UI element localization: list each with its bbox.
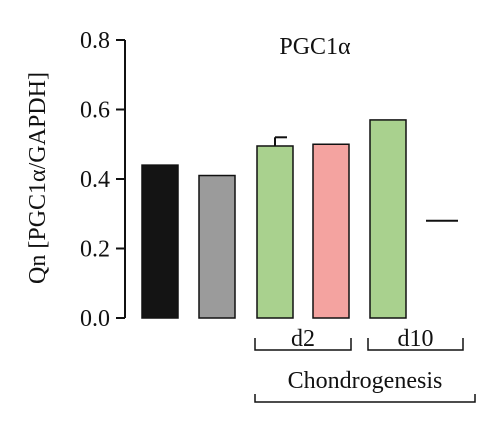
y-tick-label: 0.0 (80, 306, 110, 332)
axes: 0.0 0.2 0.4 0.6 0.8 (80, 28, 126, 332)
chart-title: PGC1α (279, 34, 351, 60)
bars (141, 119, 458, 319)
bar (256, 145, 294, 319)
bar (369, 119, 407, 319)
chondrogenesis-bracket (254, 394, 476, 403)
group-d2-bracket (254, 338, 352, 351)
bar (198, 174, 236, 319)
bar (141, 164, 179, 319)
group-d10-label: d10 (398, 326, 434, 352)
bar (312, 143, 350, 319)
y-tick-label: 0.6 (80, 98, 110, 124)
group-d2-label: d2 (291, 326, 315, 352)
y-tick-label: 0.8 (80, 28, 110, 54)
y-tick-label: 0.2 (80, 237, 110, 263)
group-annotations: d2 d10 Chondrogenesis (254, 326, 476, 403)
chondrogenesis-label: Chondrogenesis (288, 368, 443, 394)
y-axis-label: Qn [PGC1α/GAPDH] (25, 72, 51, 284)
y-tick-label: 0.4 (80, 167, 110, 193)
group-d10-bracket (367, 338, 464, 351)
